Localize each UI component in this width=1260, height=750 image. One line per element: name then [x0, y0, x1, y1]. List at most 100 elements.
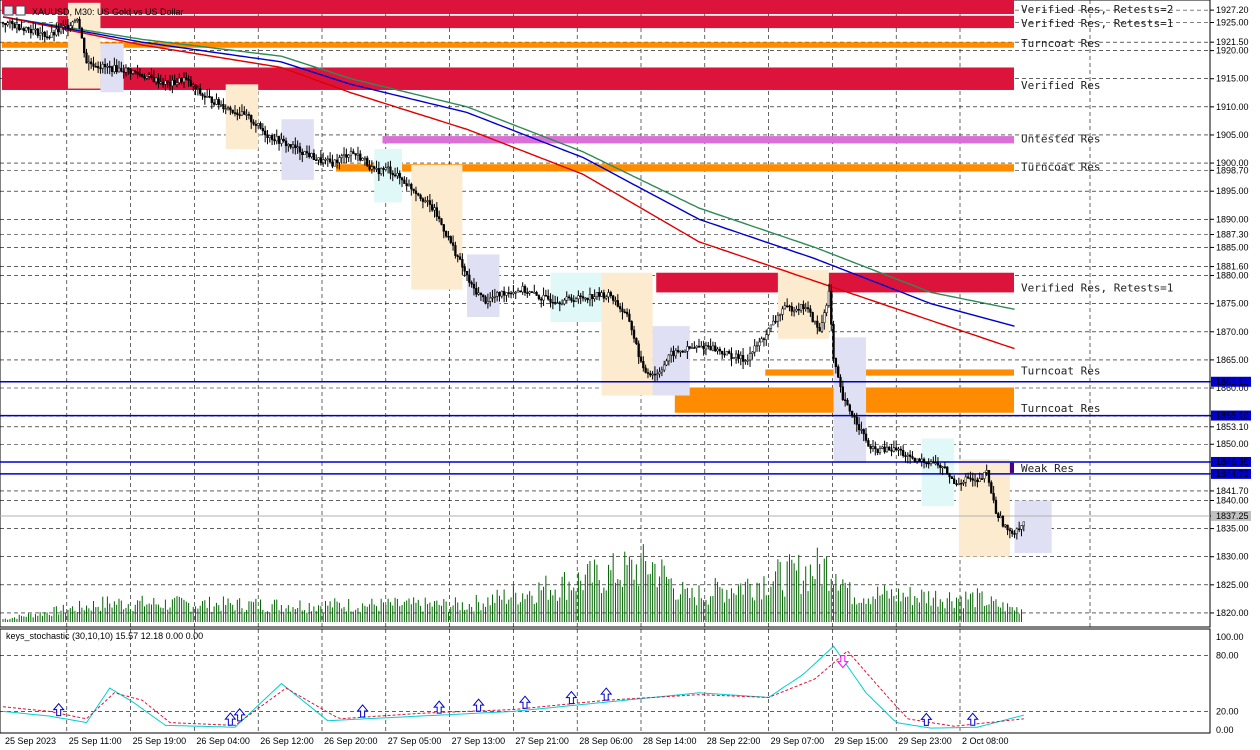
candle-body: [547, 295, 550, 300]
candle-body: [799, 303, 803, 311]
price-highlight-label: 1855.10: [1216, 411, 1249, 421]
candle-body: [746, 359, 749, 362]
candle-body: [282, 138, 285, 142]
price-tick-label: 1915.00: [1216, 74, 1249, 84]
candle-body: [760, 338, 763, 343]
candle-body: [377, 168, 380, 175]
time-tick-label: 28 Sep 06:00: [579, 736, 633, 746]
session-box: [921, 438, 955, 507]
candle-body: [783, 305, 786, 310]
candle-body: [999, 515, 1002, 518]
candle-body: [83, 37, 86, 54]
candle-body: [55, 28, 58, 36]
candle-body: [468, 274, 471, 283]
candle-body: [565, 296, 568, 301]
candle-body: [15, 23, 19, 29]
price-highlight-label: 1844.73: [1216, 469, 1249, 479]
candle-body: [943, 466, 947, 469]
horizontal-lines: [0, 381, 1210, 517]
candle-body: [556, 302, 559, 304]
candle-body: [199, 88, 202, 95]
price-tick-label: 1841.70: [1216, 486, 1249, 496]
candle-body: [741, 355, 745, 362]
candle-body: [115, 65, 118, 73]
session-box: [601, 272, 653, 396]
candle-body: [658, 371, 661, 375]
candle-body: [948, 474, 951, 478]
candle-body: [444, 231, 448, 237]
candle-body: [11, 20, 14, 25]
candle-body: [166, 80, 169, 83]
candle-body: [373, 166, 376, 169]
candle-body: [312, 153, 316, 161]
candle-body: [472, 283, 476, 289]
price-tick-label: 1895.00: [1216, 186, 1249, 196]
candle-body: [291, 144, 295, 148]
price-tick-label: 1820.00: [1216, 608, 1249, 618]
candle-body: [13, 23, 16, 29]
candle-body: [788, 305, 791, 308]
candle-body: [734, 353, 738, 358]
candle-body: [581, 296, 585, 299]
candle-body: [419, 194, 422, 199]
candle-body: [579, 295, 582, 298]
candle-body: [871, 446, 875, 449]
candle-body: [526, 292, 529, 294]
candle-body: [837, 366, 840, 378]
candle-body: [969, 477, 972, 480]
candle-body: [284, 140, 288, 147]
candle-body: [1011, 530, 1014, 534]
moving-average-line: [2, 16, 1015, 350]
candle-body: [946, 466, 949, 475]
candle-body: [349, 151, 353, 156]
candle-body: [957, 483, 960, 486]
chart-menu-icon[interactable]: [3, 5, 14, 16]
candle-body: [384, 167, 387, 170]
candle-body: [185, 77, 188, 80]
session-box: [833, 337, 867, 463]
candle-body: [955, 483, 958, 486]
candle-body: [489, 297, 492, 302]
candle-body: [516, 290, 520, 293]
price-tick-label: 1910.00: [1216, 102, 1249, 112]
price-highlight-box: [1211, 468, 1251, 479]
candle-body: [171, 80, 174, 87]
candle-body: [407, 183, 411, 187]
candlesticks: [1, 16, 1025, 540]
candle-body: [588, 294, 592, 301]
candle-body: [52, 32, 56, 36]
candle-body: [400, 177, 404, 181]
candle-body: [584, 297, 587, 300]
price-tick-label: 1835.00: [1216, 524, 1249, 534]
price-tick-label: 1890.00: [1216, 214, 1249, 224]
candle-body: [266, 134, 269, 138]
candle-body: [475, 287, 478, 295]
candle-body: [779, 314, 782, 316]
buy-arrow-icon: [233, 708, 246, 722]
candle-body: [711, 345, 715, 351]
candle-body: [1020, 525, 1023, 530]
price-tick-label: 1870.00: [1216, 327, 1249, 337]
candle-body: [94, 66, 97, 68]
candle-body: [1006, 524, 1009, 530]
candle-body: [721, 350, 724, 355]
candle-body: [152, 77, 155, 83]
candle-body: [277, 136, 281, 144]
candle-body: [18, 23, 21, 31]
price-tick-label: 1850.00: [1216, 439, 1249, 449]
zone-rect: [765, 369, 1014, 376]
candle-body: [737, 353, 740, 359]
chart-properties-icon[interactable]: [15, 5, 26, 16]
candle-body: [732, 357, 735, 359]
price-tick-label: 1840.00: [1216, 495, 1249, 505]
candle-body: [308, 152, 311, 157]
candle-body: [428, 200, 432, 205]
candle-body: [618, 306, 622, 310]
candle-body: [215, 99, 218, 105]
candle-body: [1004, 524, 1007, 527]
candle-body: [702, 345, 705, 350]
time-tick-label: 29 Sep 07:00: [771, 736, 825, 746]
candle-body: [335, 159, 339, 163]
price-highlight-box: [1211, 376, 1251, 387]
